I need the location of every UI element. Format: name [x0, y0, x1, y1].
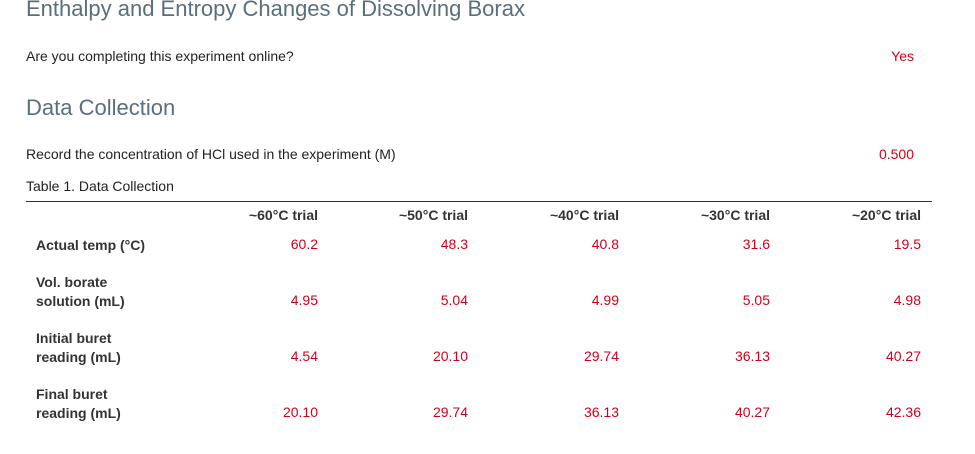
row-label-line: Initial buret: [36, 330, 112, 346]
table-cell: 4.98: [893, 292, 921, 308]
row-label-line: reading (mL): [36, 405, 121, 421]
table-cell: 40.27: [885, 348, 921, 364]
hcl-question-row: Record the concentration of HCl used in …: [26, 146, 914, 162]
section-title: Data Collection: [26, 95, 176, 120]
table-cell: 40.8: [591, 236, 619, 252]
hcl-question-answer: 0.500: [878, 146, 914, 162]
row-label-initial-buret: Initial buret reading (mL): [36, 329, 186, 367]
row-label-line: reading (mL): [36, 349, 121, 365]
table-cell: 5.04: [440, 292, 468, 308]
row-label-actual-temp: Actual temp (°C): [36, 236, 186, 255]
row-label-line: Actual temp (°C): [36, 237, 146, 253]
column-header: ~60°C trial: [248, 207, 318, 223]
page-title: Enthalpy and Entropy Changes of Dissolvi…: [26, 0, 525, 21]
row-label-final-buret: Final buret reading (mL): [36, 385, 186, 423]
column-header: ~20°C trial: [851, 207, 921, 223]
row-label-line: solution (mL): [36, 293, 125, 309]
table-cell: 48.3: [440, 236, 468, 252]
table-cell: 42.36: [885, 404, 921, 420]
column-header: ~30°C trial: [700, 207, 770, 223]
row-label-line: Vol. borate: [36, 274, 108, 290]
table-cell: 29.74: [583, 348, 619, 364]
table-cell: 36.13: [734, 348, 770, 364]
hcl-question-label: Record the concentration of HCl used in …: [26, 146, 396, 162]
column-header: ~50°C trial: [398, 207, 468, 223]
table-cell: 40.27: [734, 404, 770, 420]
table-cell: 31.6: [742, 236, 770, 252]
online-question-label: Are you completing this experiment onlin…: [26, 48, 294, 64]
table-top-rule: [26, 201, 932, 202]
online-question-row: Are you completing this experiment onlin…: [26, 48, 914, 64]
table-caption: Table 1. Data Collection: [26, 178, 174, 194]
column-header: ~40°C trial: [549, 207, 619, 223]
online-question-answer: Yes: [891, 48, 914, 64]
table-cell: 19.5: [893, 236, 921, 252]
table-cell: 4.99: [591, 292, 619, 308]
table-cell: 4.54: [290, 348, 318, 364]
table-cell: 60.2: [290, 236, 318, 252]
table-cell: 5.05: [742, 292, 770, 308]
table-cell: 20.10: [282, 404, 318, 420]
row-label-vol-borate: Vol. borate solution (mL): [36, 273, 186, 311]
table-cell: 4.95: [290, 292, 318, 308]
row-label-line: Final buret: [36, 386, 108, 402]
table-cell: 36.13: [583, 404, 619, 420]
table-cell: 29.74: [432, 404, 468, 420]
table-cell: 20.10: [432, 348, 468, 364]
